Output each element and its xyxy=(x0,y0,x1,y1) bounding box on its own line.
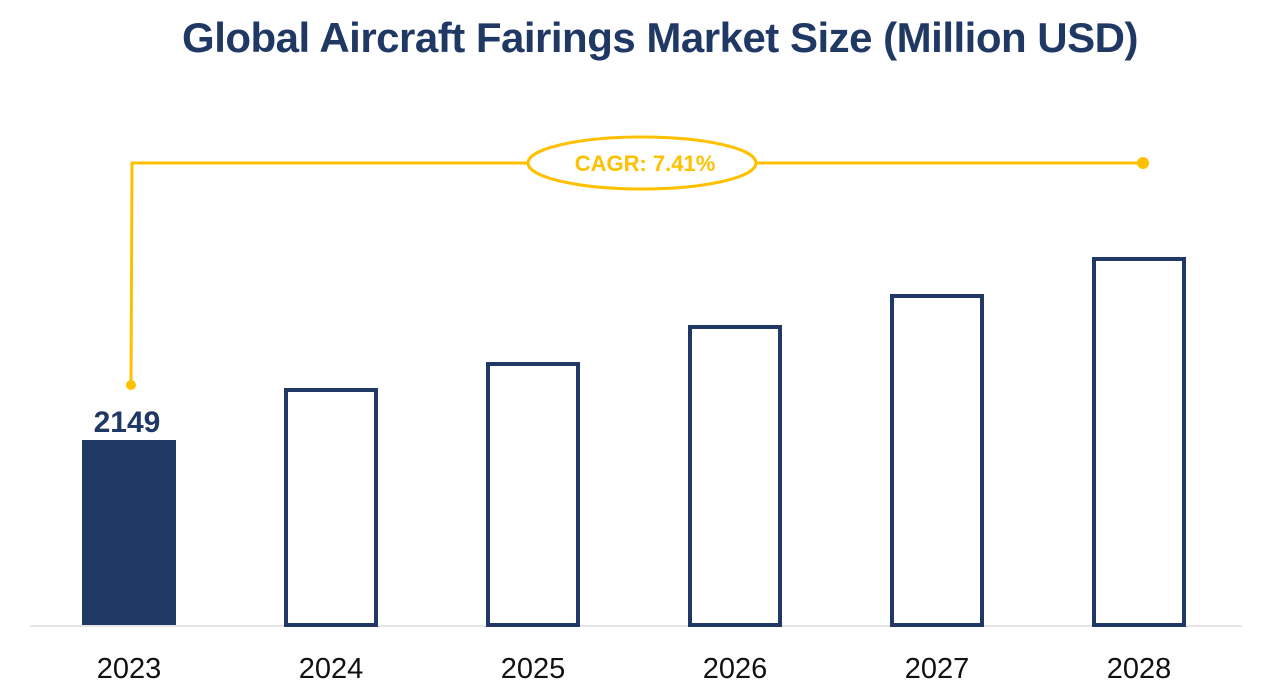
x-tick-label: 2024 xyxy=(299,653,364,685)
x-tick-label: 2025 xyxy=(501,653,566,685)
chart-title: Global Aircraft Fairings Market Size (Mi… xyxy=(182,14,1138,61)
bar-2026 xyxy=(688,324,782,627)
x-tick-label: 2027 xyxy=(905,653,970,685)
bar-2025 xyxy=(486,362,580,627)
bar-2023 xyxy=(82,440,176,625)
x-tick-label: 2028 xyxy=(1107,653,1172,685)
cagr-annotation: CAGR: 7.41% xyxy=(126,135,1149,390)
cagr-ellipse xyxy=(526,135,758,191)
x-tick-label: 2026 xyxy=(703,653,768,685)
bar-2024 xyxy=(284,388,378,627)
data-label-2023: 2149 xyxy=(94,406,161,439)
x-tick-label: 2023 xyxy=(97,653,162,685)
cagr-start-dot xyxy=(126,380,136,390)
bar-2027 xyxy=(890,293,984,627)
bar-2028 xyxy=(1092,256,1186,627)
cagr-connector-line xyxy=(129,161,528,386)
cagr-end-dot xyxy=(1137,157,1149,169)
cagr-label: CAGR: 7.41% xyxy=(575,151,716,176)
